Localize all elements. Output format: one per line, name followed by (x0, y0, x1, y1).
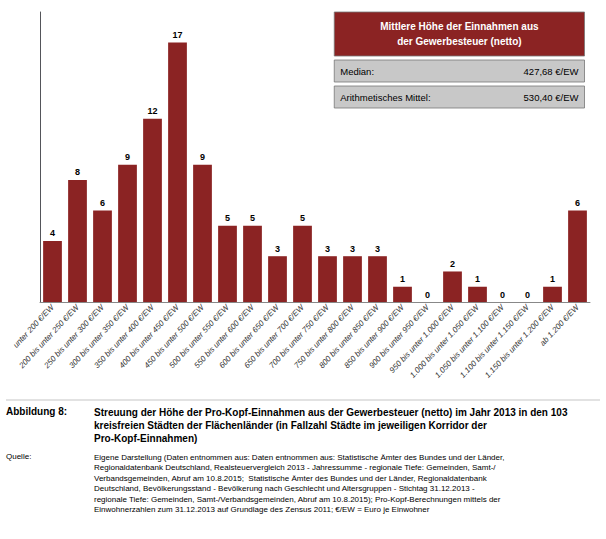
svg-text:12: 12 (147, 106, 157, 116)
svg-text:unter 200 €/EW: unter 200 €/EW (11, 302, 56, 350)
svg-text:1.100 bis unter 1.150 €/EW: 1.100 bis unter 1.150 €/EW (458, 302, 531, 380)
svg-text:5: 5 (225, 213, 230, 223)
svg-text:200 bis unter 250 €/EW: 200 bis unter 250 €/EW (17, 302, 81, 371)
svg-text:4: 4 (50, 228, 55, 238)
svg-text:427,68 €/EW: 427,68 €/EW (524, 66, 579, 77)
svg-text:400 bis unter 450 €/EW: 400 bis unter 450 €/EW (117, 302, 181, 371)
svg-text:350 bis unter 400 €/EW: 350 bis unter 400 €/EW (92, 302, 156, 371)
svg-text:0: 0 (500, 290, 505, 300)
svg-text:9: 9 (200, 152, 205, 162)
svg-text:1: 1 (550, 274, 555, 284)
svg-text:1.000 bis unter 1.050 €/EW: 1.000 bis unter 1.050 €/EW (408, 302, 481, 380)
svg-text:550 bis unter 600 €/EW: 550 bis unter 600 €/EW (192, 302, 256, 371)
svg-text:8: 8 (75, 167, 80, 177)
svg-text:1: 1 (400, 274, 405, 284)
svg-text:der Gewerbesteuer (netto): der Gewerbesteuer (netto) (397, 36, 521, 47)
svg-text:Verbandsgemeinden, Abruf am 10: Verbandsgemeinden, Abruf am 10.8.2015; S… (94, 474, 489, 483)
svg-text:1: 1 (475, 274, 480, 284)
svg-text:Abbildung 8:: Abbildung 8: (6, 406, 67, 417)
svg-text:ab 1.200 €/EW: ab 1.200 €/EW (538, 302, 582, 348)
svg-text:1.050 bis unter 1.100 €/EW: 1.050 bis unter 1.100 €/EW (433, 302, 506, 380)
svg-text:Median:: Median: (340, 66, 374, 77)
svg-text:250 bis unter 300 €/EW: 250 bis unter 300 €/EW (42, 302, 106, 371)
svg-text:6: 6 (575, 198, 580, 208)
svg-text:Quelle:: Quelle: (6, 452, 31, 461)
svg-text:3: 3 (350, 244, 355, 254)
svg-text:0: 0 (425, 290, 430, 300)
svg-text:3: 3 (325, 244, 330, 254)
svg-text:700 bis unter 750 €/EW: 700 bis unter 750 €/EW (267, 302, 331, 371)
svg-text:900 bis unter 950 €/EW: 900 bis unter 950 €/EW (367, 302, 431, 371)
svg-text:6: 6 (100, 198, 105, 208)
svg-text:9: 9 (125, 152, 130, 162)
svg-text:Mittlere Höhe der Einnahmen au: Mittlere Höhe der Einnahmen aus (380, 21, 539, 32)
svg-text:2: 2 (450, 259, 455, 269)
svg-text:850 bis unter 900 €/EW: 850 bis unter 900 €/EW (342, 302, 406, 371)
svg-text:17: 17 (172, 30, 182, 40)
svg-text:950 bis unter 1.000 €/EW: 950 bis unter 1.000 €/EW (387, 302, 456, 375)
svg-text:5: 5 (300, 213, 305, 223)
svg-text:Eigene Darstellung (Daten entn: Eigene Darstellung (Daten entnommen aus:… (94, 453, 507, 462)
svg-text:5: 5 (250, 213, 255, 223)
svg-text:650 bis unter 700 €/EW: 650 bis unter 700 €/EW (242, 302, 306, 371)
svg-text:1.150 bis unter 1.200 €/EW: 1.150 bis unter 1.200 €/EW (483, 302, 556, 380)
svg-text:Streuung der Höhe der Pro-Kopf: Streuung der Höhe der Pro-Kopf-Einnahmen… (94, 407, 570, 418)
svg-text:800 bis unter 850 €/EW: 800 bis unter 850 €/EW (317, 302, 381, 371)
svg-text:300 bis unter 350 €/EW: 300 bis unter 350 €/EW (67, 302, 131, 371)
svg-text:3: 3 (275, 244, 280, 254)
svg-text:0: 0 (525, 290, 530, 300)
svg-text:Regionaldatenbank Deutschland,: Regionaldatenbank Deutschland, Realsteue… (94, 463, 496, 472)
svg-text:600 bis unter 650 €/EW: 600 bis unter 650 €/EW (217, 302, 281, 371)
svg-text:Pro-Kopf-Einnahmen): Pro-Kopf-Einnahmen) (94, 433, 197, 444)
svg-text:3: 3 (375, 244, 380, 254)
svg-text:Arithmetisches Mittel:: Arithmetisches Mittel: (340, 92, 430, 103)
svg-text:500 bis unter 550 €/EW: 500 bis unter 550 €/EW (167, 302, 231, 371)
svg-text:750 bis unter 800 €/EW: 750 bis unter 800 €/EW (292, 302, 356, 371)
svg-text:530,40 €/EW: 530,40 €/EW (524, 92, 579, 103)
svg-text:regionale Tiefe: Gemeinden, Sa: regionale Tiefe: Gemeinden, Samt-/Verban… (94, 495, 503, 504)
svg-text:450 bis unter 500 €/EW: 450 bis unter 500 €/EW (142, 302, 206, 371)
svg-text:Einwohnerzahlen zum 31.12.2013: Einwohnerzahlen zum 31.12.2013 auf Grund… (94, 505, 430, 514)
svg-text:Deutschland, Bevölkerungsstand: Deutschland, Bevölkerungsstand - Bevölke… (94, 484, 477, 493)
svg-text:kreisfreien Städten der Fläche: kreisfreien Städten der Flächenländer (i… (94, 420, 490, 431)
